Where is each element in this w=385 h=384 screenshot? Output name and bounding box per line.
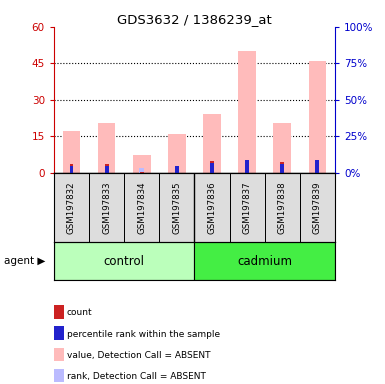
Text: percentile rank within the sample: percentile rank within the sample xyxy=(67,329,220,339)
Text: GSM197833: GSM197833 xyxy=(102,181,111,234)
Text: GSM197834: GSM197834 xyxy=(137,181,146,234)
Bar xyxy=(194,242,335,280)
Bar xyxy=(175,167,179,173)
Bar xyxy=(203,114,221,173)
Bar xyxy=(210,163,214,173)
Bar xyxy=(105,164,109,173)
Bar xyxy=(315,160,319,173)
Text: GSM197836: GSM197836 xyxy=(208,181,216,234)
Bar xyxy=(70,164,74,173)
Text: agent ▶: agent ▶ xyxy=(4,256,45,266)
Bar xyxy=(159,173,194,242)
Text: cadmium: cadmium xyxy=(237,255,292,268)
Bar xyxy=(168,134,186,173)
Bar xyxy=(238,51,256,173)
Text: GSM197839: GSM197839 xyxy=(313,181,322,233)
Text: GSM197838: GSM197838 xyxy=(278,181,287,234)
Bar xyxy=(63,131,80,173)
Bar xyxy=(54,173,89,242)
Title: GDS3632 / 1386239_at: GDS3632 / 1386239_at xyxy=(117,13,272,26)
Text: count: count xyxy=(67,308,92,318)
Bar xyxy=(98,123,116,173)
Bar xyxy=(70,166,74,173)
Text: value, Detection Call = ABSENT: value, Detection Call = ABSENT xyxy=(67,351,210,360)
Bar xyxy=(300,173,335,242)
Bar xyxy=(105,166,109,173)
Bar xyxy=(273,123,291,173)
Bar xyxy=(229,173,265,242)
Text: GSM197837: GSM197837 xyxy=(243,181,252,234)
Bar xyxy=(245,160,249,173)
Text: rank, Detection Call = ABSENT: rank, Detection Call = ABSENT xyxy=(67,372,206,381)
Bar xyxy=(124,173,159,242)
Bar xyxy=(140,172,144,173)
Bar xyxy=(280,164,284,173)
Bar xyxy=(139,169,144,173)
Bar xyxy=(210,161,214,173)
Bar xyxy=(280,162,284,173)
Text: GSM197832: GSM197832 xyxy=(67,181,76,234)
Bar xyxy=(89,173,124,242)
Bar xyxy=(175,166,179,173)
Bar xyxy=(54,242,194,280)
Text: control: control xyxy=(104,255,145,268)
Bar xyxy=(194,173,229,242)
Text: GSM197835: GSM197835 xyxy=(172,181,181,234)
Bar xyxy=(264,173,300,242)
Bar xyxy=(133,154,151,173)
Bar xyxy=(245,170,249,173)
Bar xyxy=(309,61,326,173)
